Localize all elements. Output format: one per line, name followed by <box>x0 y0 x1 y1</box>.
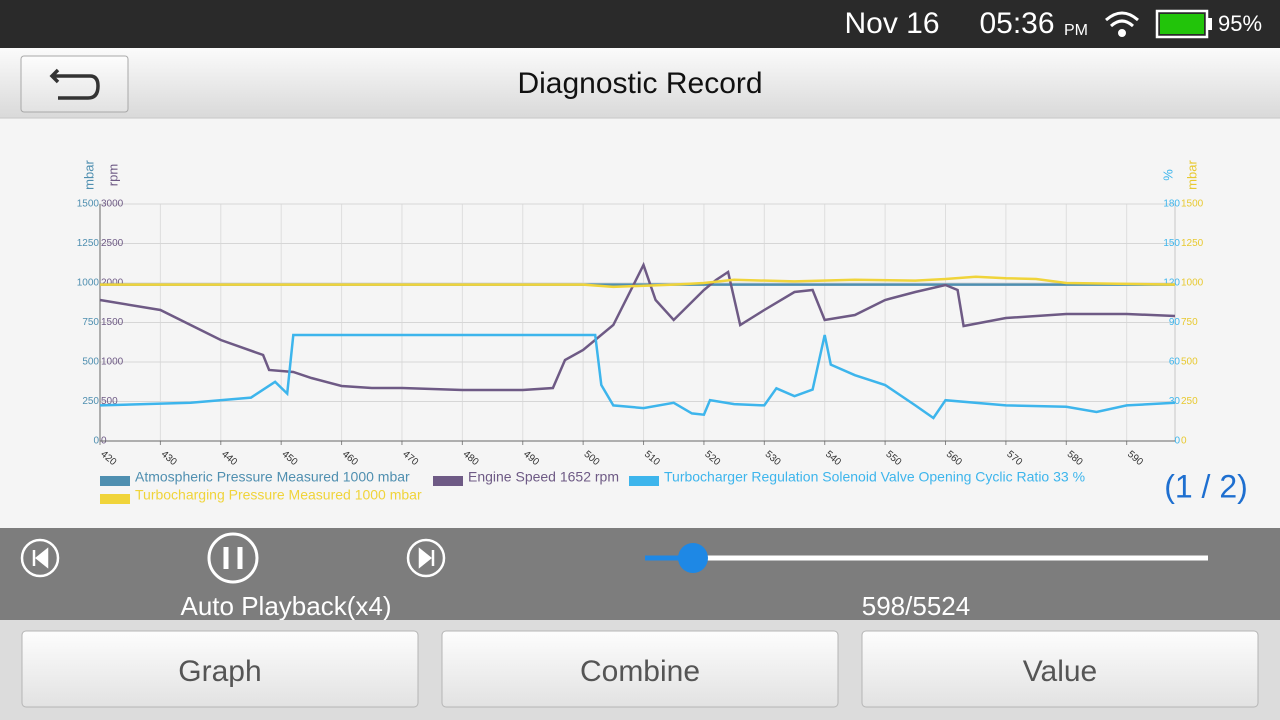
y-tick-label: 180 <box>1163 199 1180 210</box>
legend-label: Atmospheric Pressure Measured 1000 mbar <box>135 469 410 485</box>
tab-button[interactable]: Graph <box>21 630 419 708</box>
battery-icon <box>1155 9 1212 39</box>
playback-mode: Auto Playback(x4) <box>181 591 392 621</box>
pager: (1 / 2) <box>1164 468 1248 504</box>
button-face <box>21 630 419 708</box>
legend-swatch <box>100 494 130 504</box>
time: 05:36 <box>979 7 1054 40</box>
legend-swatch <box>629 476 659 486</box>
meridiem: PM <box>1064 22 1088 39</box>
y-tick-label: 250 <box>1181 396 1198 407</box>
series-line <box>100 275 1176 289</box>
pause-button[interactable] <box>207 532 259 584</box>
y-tick-label: 1250 <box>1181 238 1204 249</box>
y-tick-label: 1000 <box>1181 278 1204 289</box>
button-label: Value <box>1023 655 1098 688</box>
axis-title: mbar <box>1184 160 1199 190</box>
y-tick-label: 0 <box>1181 436 1187 447</box>
playback-counter: 598/5524 <box>862 591 970 621</box>
legend-swatch <box>100 476 130 486</box>
y-tick-label: 1000 <box>77 278 100 289</box>
y-tick-label: 1250 <box>77 238 100 249</box>
y-tick-label: 1500 <box>77 199 100 210</box>
y-tick-label: 500 <box>82 357 99 368</box>
status-bar <box>0 0 1280 48</box>
legend-label: Turbocharging Pressure Measured 1000 mba… <box>135 487 422 503</box>
button-face <box>861 630 1259 708</box>
y-tick-label: 120 <box>1163 278 1180 289</box>
y-tick-label: 0 <box>93 436 99 447</box>
button-face <box>441 630 839 708</box>
y-tick-label: 2500 <box>101 238 124 249</box>
previous-button[interactable] <box>20 538 60 578</box>
button-label: Combine <box>580 655 700 688</box>
axis-title: rpm <box>105 164 120 186</box>
chart: 420 430 440 450 460 470 480 490 500 510 520 530 540 5… <box>77 160 1204 504</box>
y-tick-label: 2000 <box>101 278 124 289</box>
legend-swatch <box>433 476 463 486</box>
date: Nov 16 <box>844 7 939 40</box>
y-tick-label: 3000 <box>101 199 124 210</box>
series-line <box>99 261 1176 392</box>
y-tick-label: 1500 <box>101 317 124 328</box>
page-title: Diagnostic Record <box>517 67 762 100</box>
legend-label: Turbocharger Regulation Solenoid Valve O… <box>664 469 1085 485</box>
y-tick-label: 500 <box>101 396 118 407</box>
series-line <box>99 333 1176 420</box>
button-group: Graph Combine Value <box>21 630 1259 708</box>
y-tick-label: 60 <box>1169 357 1181 368</box>
tab-button[interactable]: Combine <box>441 630 839 708</box>
y-tick-label: 1000 <box>101 357 124 368</box>
tab-button[interactable]: Value <box>861 630 1259 708</box>
legend-label: Engine Speed 1652 rpm <box>468 469 619 485</box>
next-button[interactable] <box>406 538 446 578</box>
progress-slider[interactable] <box>645 543 1208 573</box>
y-tick-label: 750 <box>82 317 99 328</box>
battery-level: 95% <box>1218 11 1262 36</box>
y-tick-label: 150 <box>1163 238 1180 249</box>
header <box>0 48 1280 118</box>
y-tick-label: 250 <box>82 396 99 407</box>
axis-title: mbar <box>81 160 96 190</box>
axis-title: % <box>1160 169 1175 181</box>
y-tick-label: 90 <box>1169 317 1181 328</box>
wifi-icon <box>1105 11 1139 37</box>
y-tick-label: 750 <box>1181 317 1198 328</box>
button-label: Graph <box>178 655 261 688</box>
y-tick-label: 1500 <box>1181 199 1204 210</box>
back-button[interactable] <box>20 55 129 113</box>
y-tick-label: 500 <box>1181 357 1198 368</box>
y-tick-label: 0 <box>1174 436 1180 447</box>
